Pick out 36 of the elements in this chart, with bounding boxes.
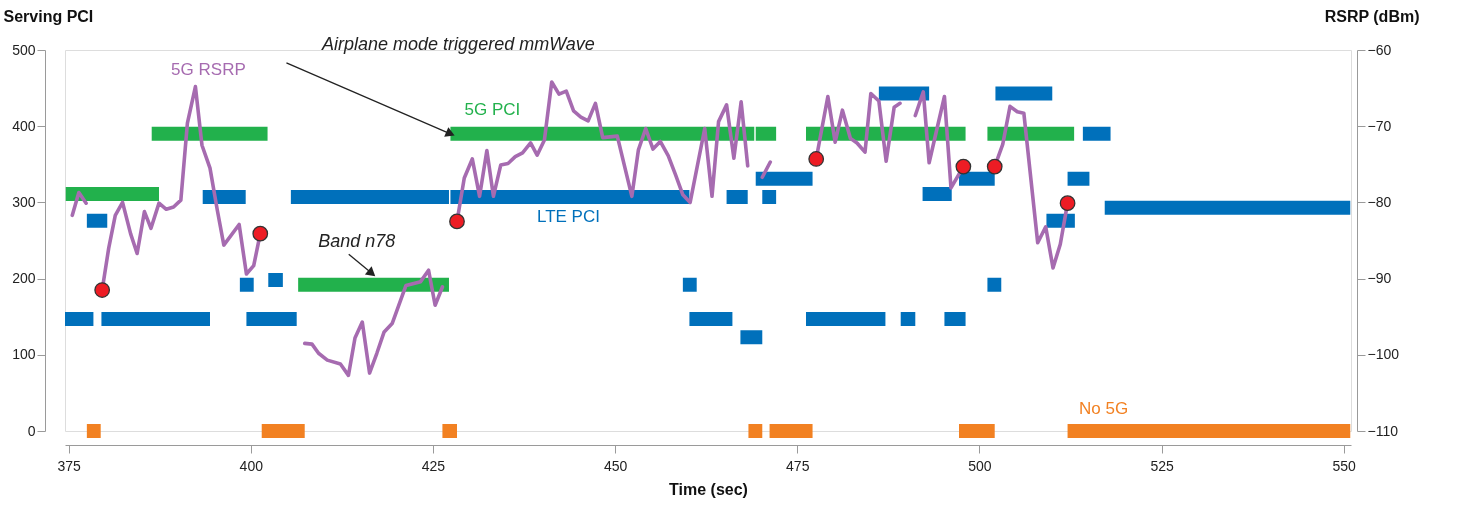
y-tick-label: 500 [12, 41, 36, 58]
series-label: 5G RSRP [171, 59, 246, 79]
x-axis-title: Time (sec) [669, 480, 748, 498]
x-tick-label: 375 [57, 457, 82, 474]
y2-tick-label: −80 [1367, 193, 1392, 210]
y2-tick-label: −90 [1367, 270, 1392, 287]
x-tick-label: 500 [968, 457, 992, 474]
point [808, 151, 825, 167]
y-tick-label: 100 [12, 346, 36, 363]
annotation: Airplane mode triggered mmWave [321, 33, 595, 54]
point [955, 158, 972, 175]
y2-tick-label: −60 [1367, 41, 1392, 58]
annotation: Band n78 [318, 231, 396, 252]
x-tick-label: 475 [786, 457, 810, 474]
y2-tick-label: −100 [1367, 346, 1400, 363]
point [94, 282, 111, 298]
point [986, 158, 1003, 175]
y-tick-label: 0 [27, 422, 36, 439]
y2-tick-label: −70 [1367, 117, 1392, 134]
y-axis-title: Serving PCI [3, 7, 94, 25]
y2-axis-title: RSRP (dBm) [1324, 7, 1420, 25]
point [449, 213, 465, 230]
x-tick-label: 550 [1332, 457, 1357, 474]
series-label: 5G PCI [464, 99, 521, 119]
x-tick-label: 425 [421, 457, 446, 474]
x-tick-label: 525 [1150, 457, 1174, 474]
y-tick-label: 400 [12, 117, 36, 134]
point [1059, 195, 1076, 212]
y2-tick-label: −110 [1367, 422, 1399, 439]
point [252, 225, 269, 242]
x-tick-label: 400 [239, 457, 264, 474]
series-label: LTE PCI [536, 207, 600, 227]
x-tick-label: 450 [603, 457, 628, 474]
y-tick-label: 300 [12, 193, 36, 210]
series-label: No 5G [1079, 399, 1129, 418]
y-tick-label: 200 [12, 270, 36, 287]
